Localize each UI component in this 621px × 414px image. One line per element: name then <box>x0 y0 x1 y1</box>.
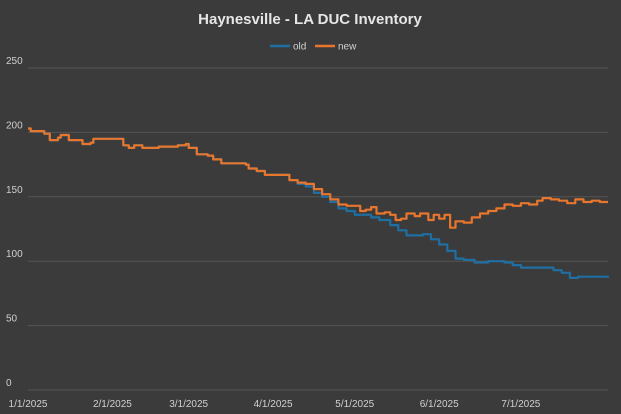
x-tick-label: 2/1/2025 <box>93 399 132 410</box>
y-tick-label: 0 <box>6 378 12 389</box>
series-line-new <box>28 127 608 229</box>
x-tick-label: 3/1/2025 <box>169 399 208 410</box>
y-tick-label: 100 <box>6 249 23 260</box>
legend-label-old: old <box>293 42 306 53</box>
chart-title: Haynesville - LA DUC Inventory <box>198 11 422 28</box>
y-tick-label: 50 <box>6 314 18 325</box>
series-group <box>28 127 610 279</box>
x-tick-label: 1/1/2025 <box>9 399 48 410</box>
x-axis: 1/1/2025 2/1/2025 3/1/2025 4/1/2025 5/1/2025… <box>9 399 541 410</box>
x-tick-label: 6/1/2025 <box>420 399 459 410</box>
y-axis: 0 50 100 150 200 250 <box>6 56 23 389</box>
y-tick-label: 200 <box>6 120 23 131</box>
x-tick-label: 5/1/2025 <box>335 399 374 410</box>
legend: old new <box>270 42 357 53</box>
x-tick-label: 4/1/2025 <box>254 399 293 410</box>
x-tick-label: 7/1/2025 <box>501 399 540 410</box>
gridlines <box>28 67 608 391</box>
y-tick-label: 150 <box>6 185 23 196</box>
legend-label-new: new <box>338 42 357 53</box>
y-tick-label: 250 <box>6 56 23 67</box>
